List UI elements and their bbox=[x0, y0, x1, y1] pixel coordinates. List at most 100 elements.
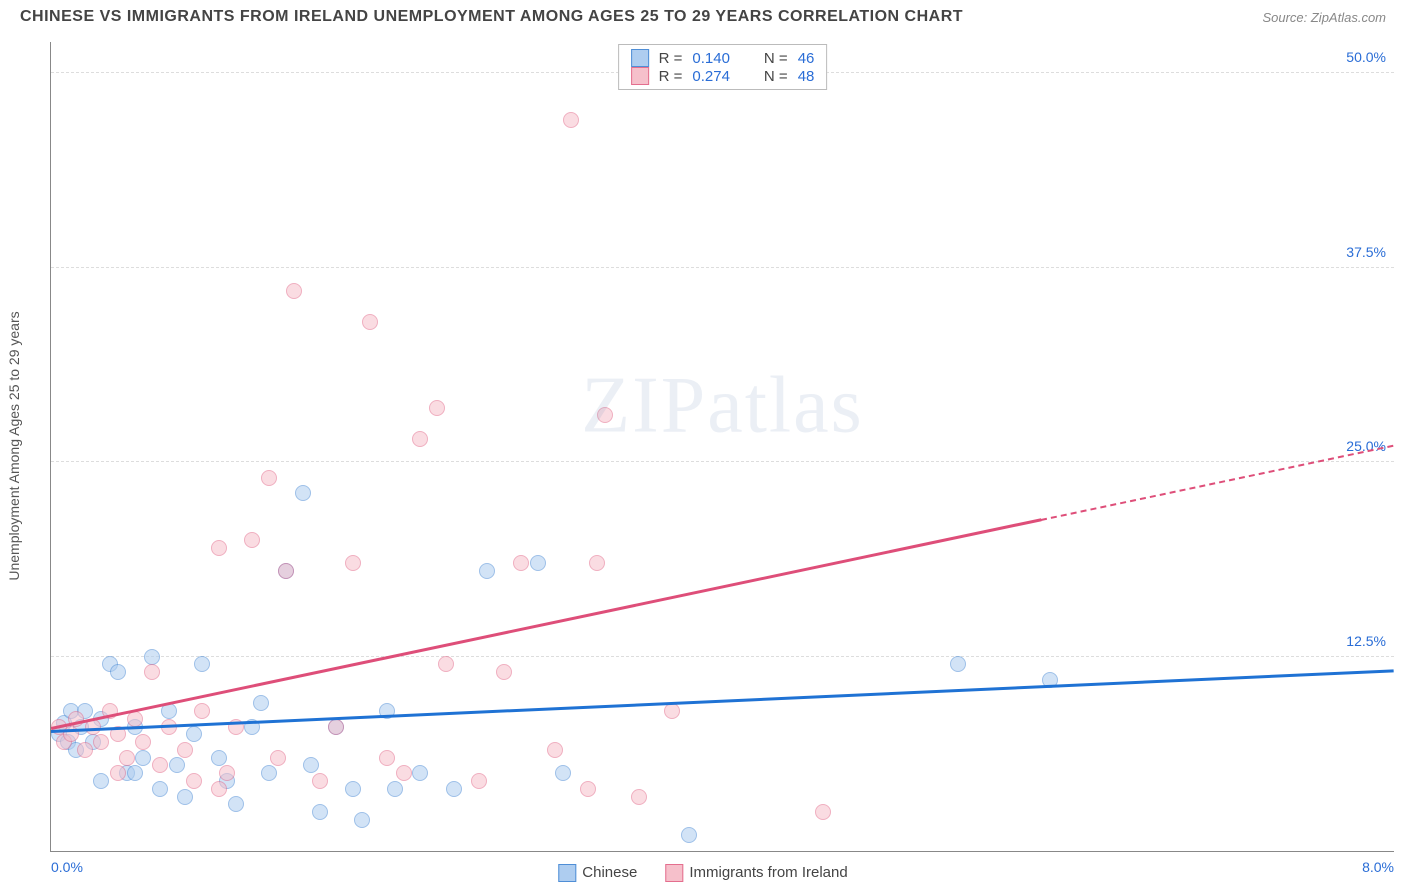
data-point bbox=[312, 773, 328, 789]
data-point bbox=[286, 283, 302, 299]
trend-line bbox=[51, 518, 1042, 729]
data-point bbox=[446, 781, 462, 797]
data-point bbox=[412, 431, 428, 447]
chart-plot-area: ZIPatlas R =0.140N =46R =0.274N =48 0.0%… bbox=[50, 42, 1394, 852]
y-axis-title: Unemployment Among Ages 25 to 29 years bbox=[6, 311, 22, 580]
legend-swatch bbox=[631, 49, 649, 67]
legend-n-value: 46 bbox=[798, 50, 815, 67]
source-attribution: Source: ZipAtlas.com bbox=[1262, 10, 1386, 25]
data-point bbox=[261, 470, 277, 486]
data-point bbox=[211, 540, 227, 556]
data-point bbox=[219, 765, 235, 781]
data-point bbox=[119, 750, 135, 766]
legend-r-label: R = bbox=[659, 50, 683, 67]
data-point bbox=[295, 485, 311, 501]
data-point bbox=[379, 750, 395, 766]
legend-item-label: Immigrants from Ireland bbox=[689, 864, 847, 881]
data-point bbox=[127, 765, 143, 781]
data-point bbox=[312, 804, 328, 820]
legend-n-label: N = bbox=[764, 68, 788, 85]
data-point bbox=[152, 757, 168, 773]
data-point bbox=[144, 664, 160, 680]
data-point bbox=[186, 773, 202, 789]
grid-line bbox=[51, 267, 1394, 268]
grid-line bbox=[51, 656, 1394, 657]
legend-item-label: Chinese bbox=[582, 864, 637, 881]
data-point bbox=[93, 773, 109, 789]
data-point bbox=[194, 656, 210, 672]
data-point bbox=[135, 734, 151, 750]
legend-r-value: 0.274 bbox=[692, 68, 730, 85]
correlation-legend: R = 0.140 N = 46 R = 0.274 N = 48 bbox=[618, 44, 828, 90]
data-point bbox=[186, 726, 202, 742]
data-point bbox=[345, 555, 361, 571]
legend-row: R = 0.274 N = 48 bbox=[631, 67, 815, 85]
x-axis-max-label: 8.0% bbox=[1362, 859, 1394, 875]
grid-line bbox=[51, 461, 1394, 462]
data-point bbox=[563, 112, 579, 128]
data-point bbox=[387, 781, 403, 797]
data-point bbox=[303, 757, 319, 773]
data-point bbox=[328, 719, 344, 735]
trend-line-extension bbox=[1041, 445, 1394, 521]
data-point bbox=[110, 765, 126, 781]
data-point bbox=[429, 400, 445, 416]
data-point bbox=[110, 664, 126, 680]
data-point bbox=[228, 796, 244, 812]
legend-swatch bbox=[665, 864, 683, 882]
data-point bbox=[597, 407, 613, 423]
y-axis-tick-label: 37.5% bbox=[1346, 244, 1386, 260]
legend-n-value: 48 bbox=[798, 68, 815, 85]
legend-r-value: 0.140 bbox=[692, 50, 730, 67]
data-point bbox=[135, 750, 151, 766]
data-point bbox=[169, 757, 185, 773]
data-point bbox=[354, 812, 370, 828]
data-point bbox=[93, 734, 109, 750]
data-point bbox=[547, 742, 563, 758]
chart-title: CHINESE VS IMMIGRANTS FROM IRELAND UNEMP… bbox=[20, 8, 963, 26]
data-point bbox=[244, 532, 260, 548]
data-point bbox=[152, 781, 168, 797]
data-point bbox=[253, 695, 269, 711]
data-point bbox=[261, 765, 277, 781]
legend-swatch bbox=[558, 864, 576, 882]
data-point bbox=[631, 789, 647, 805]
data-point bbox=[471, 773, 487, 789]
data-point bbox=[580, 781, 596, 797]
data-point bbox=[950, 656, 966, 672]
data-point bbox=[815, 804, 831, 820]
legend-r-label: R = bbox=[659, 68, 683, 85]
legend-row: R = 0.140 N = 46 bbox=[631, 49, 815, 67]
data-point bbox=[362, 314, 378, 330]
data-point bbox=[396, 765, 412, 781]
data-point bbox=[555, 765, 571, 781]
legend-item: Chinese bbox=[558, 864, 637, 882]
data-point bbox=[589, 555, 605, 571]
data-point bbox=[278, 563, 294, 579]
series-legend: Chinese Immigrants from Ireland bbox=[558, 864, 847, 882]
data-point bbox=[127, 711, 143, 727]
legend-swatch bbox=[631, 67, 649, 85]
y-axis-tick-label: 12.5% bbox=[1346, 633, 1386, 649]
legend-item: Immigrants from Ireland bbox=[665, 864, 847, 882]
data-point bbox=[211, 781, 227, 797]
data-point bbox=[496, 664, 512, 680]
watermark-text: ZIPatlas bbox=[581, 361, 864, 452]
data-point bbox=[345, 781, 361, 797]
x-axis-min-label: 0.0% bbox=[51, 859, 83, 875]
data-point bbox=[77, 742, 93, 758]
data-point bbox=[211, 750, 227, 766]
data-point bbox=[194, 703, 210, 719]
data-point bbox=[177, 742, 193, 758]
data-point bbox=[177, 789, 193, 805]
data-point bbox=[144, 649, 160, 665]
data-point bbox=[664, 703, 680, 719]
data-point bbox=[412, 765, 428, 781]
y-axis-tick-label: 50.0% bbox=[1346, 49, 1386, 65]
data-point bbox=[681, 827, 697, 843]
data-point bbox=[530, 555, 546, 571]
legend-n-label: N = bbox=[764, 50, 788, 67]
data-point bbox=[513, 555, 529, 571]
data-point bbox=[479, 563, 495, 579]
data-point bbox=[270, 750, 286, 766]
